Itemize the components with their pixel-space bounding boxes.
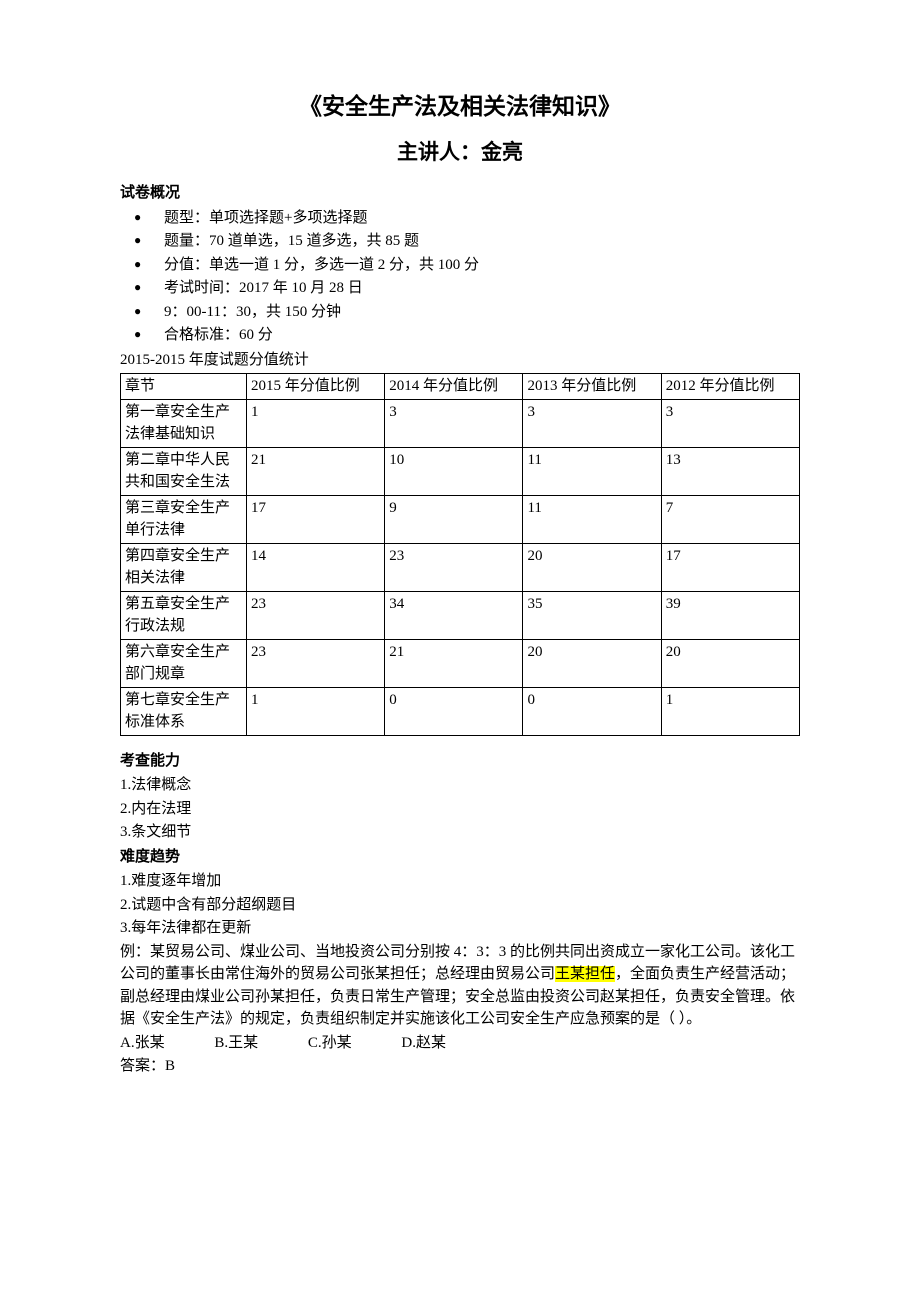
table-cell: 35 [523, 591, 661, 639]
table-cell: 1 [246, 399, 384, 447]
trend-list: 1.难度逐年增加 2.试题中含有部分超纲题目 3.每年法律都在更新 [120, 870, 800, 940]
table-cell: 1 [246, 687, 384, 735]
table-cell: 39 [661, 591, 799, 639]
trend-item: 2.试题中含有部分超纲题目 [120, 894, 800, 917]
table-cell: 3 [523, 399, 661, 447]
document-subtitle: 主讲人：金亮 [120, 137, 800, 169]
overview-bullet-list: 题型：单项选择题+多项选择题 题量：70 道单选，15 道多选，共 85 题 分… [120, 207, 800, 347]
table-cell: 17 [661, 543, 799, 591]
table-cell: 10 [385, 447, 523, 495]
table-cell: 23 [246, 639, 384, 687]
table-cell: 20 [523, 639, 661, 687]
stats-caption: 2015-2015 年度试题分值统计 [120, 349, 800, 372]
table-header-cell: 2012 年分值比例 [661, 374, 799, 400]
table-cell: 3 [661, 399, 799, 447]
score-table: 章节 2015 年分值比例 2014 年分值比例 2013 年分值比例 2012… [120, 373, 800, 736]
ability-item: 3.条文细节 [120, 821, 800, 844]
table-cell: 34 [385, 591, 523, 639]
ability-list: 1.法律概念 2.内在法理 3.条文细节 [120, 774, 800, 844]
option-a: A.张某 [120, 1032, 165, 1055]
trend-item: 3.每年法律都在更新 [120, 917, 800, 940]
table-cell: 第六章安全生产部门规章 [121, 639, 247, 687]
table-cell: 第七章安全生产标准体系 [121, 687, 247, 735]
table-row: 第一章安全生产法律基础知识 1 3 3 3 [121, 399, 800, 447]
document-page: 《安全生产法及相关法律知识》 主讲人：金亮 试卷概况 题型：单项选择题+多项选择… [0, 0, 920, 1302]
table-cell: 13 [661, 447, 799, 495]
table-cell: 第一章安全生产法律基础知识 [121, 399, 247, 447]
table-cell: 23 [385, 543, 523, 591]
option-d: D.赵某 [401, 1032, 446, 1055]
table-cell: 11 [523, 495, 661, 543]
document-title: 《安全生产法及相关法律知识》 [120, 90, 800, 125]
table-cell: 0 [523, 687, 661, 735]
example-highlight: 王某担任 [555, 966, 615, 982]
overview-bullet: 题量：70 道单选，15 道多选，共 85 题 [120, 230, 800, 253]
ability-heading: 考查能力 [120, 750, 800, 773]
table-cell: 3 [385, 399, 523, 447]
table-row: 第七章安全生产标准体系 1 0 0 1 [121, 687, 800, 735]
overview-bullet: 题型：单项选择题+多项选择题 [120, 207, 800, 230]
table-cell: 21 [385, 639, 523, 687]
table-cell: 7 [661, 495, 799, 543]
table-cell: 第三章安全生产单行法律 [121, 495, 247, 543]
table-cell: 第四章安全生产相关法律 [121, 543, 247, 591]
table-cell: 17 [246, 495, 384, 543]
ability-item: 2.内在法理 [120, 798, 800, 821]
overview-bullet: 合格标准：60 分 [120, 324, 800, 347]
table-cell: 0 [385, 687, 523, 735]
overview-bullet: 9：00-11：30，共 150 分钟 [120, 301, 800, 324]
table-cell: 第五章安全生产行政法规 [121, 591, 247, 639]
example-options: A.张某 B.王某 C.孙某 D.赵某 [120, 1032, 800, 1055]
ability-item: 1.法律概念 [120, 774, 800, 797]
table-header-cell: 2014 年分值比例 [385, 374, 523, 400]
option-b: B.王某 [214, 1032, 258, 1055]
table-row: 第五章安全生产行政法规 23 34 35 39 [121, 591, 800, 639]
table-cell: 20 [661, 639, 799, 687]
table-header-cell: 2015 年分值比例 [246, 374, 384, 400]
example-answer: 答案：B [120, 1055, 800, 1078]
table-header-row: 章节 2015 年分值比例 2014 年分值比例 2013 年分值比例 2012… [121, 374, 800, 400]
example-question: 例：某贸易公司、煤业公司、当地投资公司分别按 4：3：3 的比例共同出资成立一家… [120, 941, 800, 1031]
table-cell: 11 [523, 447, 661, 495]
table-header-cell: 2013 年分值比例 [523, 374, 661, 400]
table-row: 第二章中华人民共和国安全生法 21 10 11 13 [121, 447, 800, 495]
trend-heading: 难度趋势 [120, 846, 800, 869]
table-cell: 1 [661, 687, 799, 735]
table-cell: 9 [385, 495, 523, 543]
table-row: 第六章安全生产部门规章 23 21 20 20 [121, 639, 800, 687]
trend-item: 1.难度逐年增加 [120, 870, 800, 893]
table-row: 第三章安全生产单行法律 17 9 11 7 [121, 495, 800, 543]
table-cell: 23 [246, 591, 384, 639]
overview-bullet: 分值：单选一道 1 分，多选一道 2 分，共 100 分 [120, 254, 800, 277]
table-cell: 20 [523, 543, 661, 591]
example-block: 例：某贸易公司、煤业公司、当地投资公司分别按 4：3：3 的比例共同出资成立一家… [120, 941, 800, 1078]
overview-bullet: 考试时间：2017 年 10 月 28 日 [120, 277, 800, 300]
table-header-cell: 章节 [121, 374, 247, 400]
table-row: 第四章安全生产相关法律 14 23 20 17 [121, 543, 800, 591]
overview-heading: 试卷概况 [120, 182, 800, 205]
option-c: C.孙某 [308, 1032, 352, 1055]
table-cell: 第二章中华人民共和国安全生法 [121, 447, 247, 495]
table-cell: 21 [246, 447, 384, 495]
table-cell: 14 [246, 543, 384, 591]
